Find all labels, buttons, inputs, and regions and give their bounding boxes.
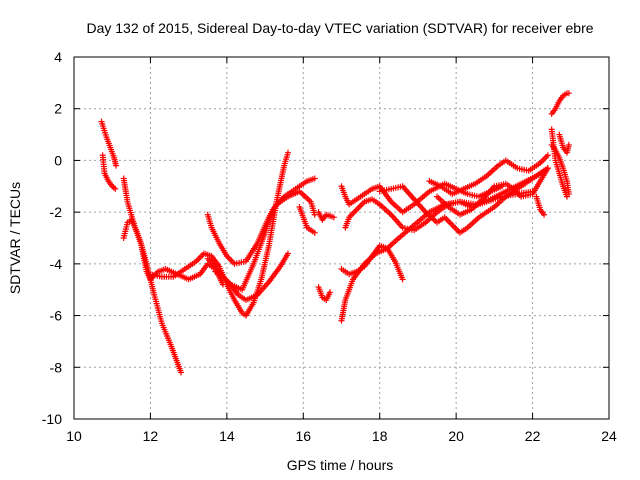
data-point <box>544 165 551 172</box>
x-tick-label: 22 <box>525 428 541 444</box>
data-point <box>311 229 318 236</box>
data-point <box>311 211 318 218</box>
data-point <box>399 276 406 283</box>
x-tick-label: 24 <box>601 428 617 444</box>
y-tick-label: -6 <box>50 308 63 324</box>
x-tick-label: 18 <box>372 428 388 444</box>
data-points <box>98 90 572 376</box>
chart-title: Day 132 of 2015, Sidereal Day-to-day VTE… <box>86 20 593 36</box>
data-point <box>113 162 120 169</box>
y-axis-label: SDTVAR / TECUs <box>7 182 23 294</box>
data-point <box>112 185 119 192</box>
x-tick-label: 14 <box>219 428 235 444</box>
y-tick-label: -8 <box>50 359 63 375</box>
data-point <box>565 90 572 97</box>
x-tick-label: 10 <box>66 428 82 444</box>
data-point <box>285 149 291 156</box>
y-tick-label: -4 <box>50 256 63 272</box>
data-point <box>565 141 572 148</box>
x-tick-label: 16 <box>295 428 311 444</box>
y-tick-label: 0 <box>54 152 62 168</box>
x-tick-label: 20 <box>448 428 464 444</box>
x-axis-label: GPS time / hours <box>287 457 394 473</box>
data-point <box>285 250 291 257</box>
data-point <box>565 191 572 198</box>
data-point <box>327 289 334 296</box>
axis-ticks <box>73 56 610 420</box>
data-point <box>311 175 318 182</box>
y-tick-label: 4 <box>54 49 62 65</box>
x-tick-labels: 10 12 14 16 18 20 22 24 <box>66 428 617 444</box>
grid-lines <box>74 57 609 419</box>
data-point <box>541 211 548 218</box>
plot-frame <box>73 56 610 420</box>
y-tick-labels: -10 -8 -6 -4 -2 0 2 4 <box>42 49 62 427</box>
data-point <box>330 214 337 221</box>
data-point <box>544 152 551 159</box>
y-tick-label: -2 <box>50 204 63 220</box>
data-point <box>178 369 184 376</box>
y-tick-label: 2 <box>54 101 62 117</box>
x-tick-label: 12 <box>143 428 159 444</box>
y-tick-label: -10 <box>42 411 62 427</box>
